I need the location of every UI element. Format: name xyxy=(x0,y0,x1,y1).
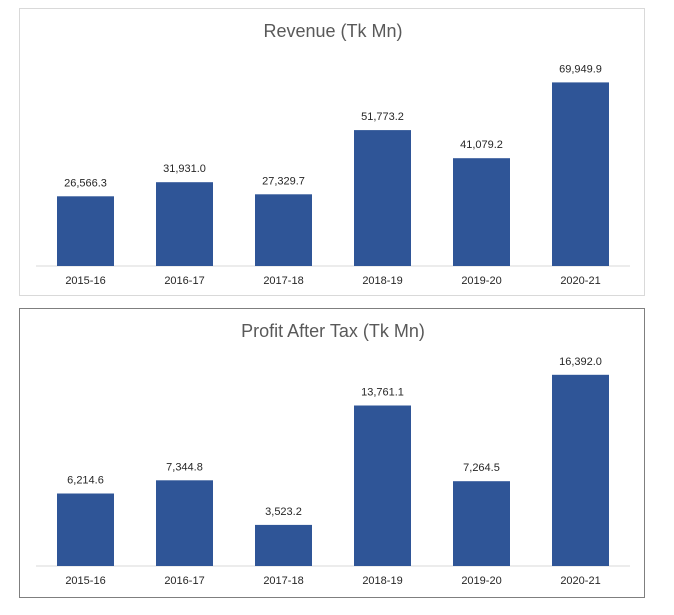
revenue-bar-2016-17 xyxy=(156,182,213,266)
profit-data-label-2016-17: 7,344.8 xyxy=(166,461,203,473)
profit-chart-panel: Profit After Tax (Tk Mn) 6,214.6 2015-16 7… xyxy=(19,308,645,598)
profit-data-label-2015-16: 6,214.6 xyxy=(67,475,104,487)
profit-chart-title: Profit After Tax (Tk Mn) xyxy=(241,321,425,341)
profit-bar-2020-21 xyxy=(552,374,609,566)
profit-data-label-2017-18: 3,523.2 xyxy=(265,506,302,518)
profit-after-tax-chart: Profit After Tax (Tk Mn) 6,214.6 2015-16 7… xyxy=(36,321,630,587)
revenue-data-label-2020-21: 69,949.9 xyxy=(559,63,602,75)
revenue-x-tick-2017-18: 2017-18 xyxy=(263,275,303,287)
revenue-data-label-2015-16: 26,566.3 xyxy=(64,177,107,189)
revenue-chart-panel: Revenue (Tk Mn) 26,566.3 2015-16 31,931.0 2… xyxy=(19,8,645,296)
profit-x-tick-2019-20: 2019-20 xyxy=(461,575,501,587)
revenue-bar-2020-21 xyxy=(552,82,609,267)
revenue-bar-2019-20 xyxy=(453,158,510,266)
revenue-bar-2018-19 xyxy=(354,130,411,266)
profit-bar-2018-19 xyxy=(354,405,411,566)
profit-x-tick-2020-21: 2020-21 xyxy=(560,575,600,587)
revenue-data-label-2017-18: 27,329.7 xyxy=(262,175,305,187)
revenue-chart-title: Revenue (Tk Mn) xyxy=(263,21,402,41)
profit-x-tick-2017-18: 2017-18 xyxy=(263,575,303,587)
profit-data-label-2020-21: 16,392.0 xyxy=(559,356,602,368)
profit-bar-2019-20 xyxy=(453,481,510,566)
profit-bar-2015-16 xyxy=(57,493,114,566)
profit-data-label-2019-20: 7,264.5 xyxy=(463,462,500,474)
revenue-bar-2017-18 xyxy=(255,194,312,266)
profit-x-tick-2016-17: 2016-17 xyxy=(164,575,204,587)
profit-bar-2016-17 xyxy=(156,480,213,566)
profit-data-label-2018-19: 13,761.1 xyxy=(361,387,404,399)
profit-bar-2017-18 xyxy=(255,524,312,566)
revenue-x-tick-2015-16: 2015-16 xyxy=(65,275,105,287)
revenue-x-tick-2016-17: 2016-17 xyxy=(164,275,204,287)
revenue-bar-2015-16 xyxy=(57,196,114,266)
revenue-data-label-2019-20: 41,079.2 xyxy=(460,139,503,151)
revenue-x-tick-2020-21: 2020-21 xyxy=(560,275,600,287)
profit-x-tick-2015-16: 2015-16 xyxy=(65,575,105,587)
revenue-data-label-2018-19: 51,773.2 xyxy=(361,111,404,123)
revenue-x-tick-2019-20: 2019-20 xyxy=(461,275,501,287)
revenue-x-tick-2018-19: 2018-19 xyxy=(362,275,402,287)
profit-x-tick-2018-19: 2018-19 xyxy=(362,575,402,587)
revenue-data-label-2016-17: 31,931.0 xyxy=(163,163,206,175)
revenue-chart: Revenue (Tk Mn) 26,566.3 2015-16 31,931.0 2… xyxy=(36,21,630,287)
